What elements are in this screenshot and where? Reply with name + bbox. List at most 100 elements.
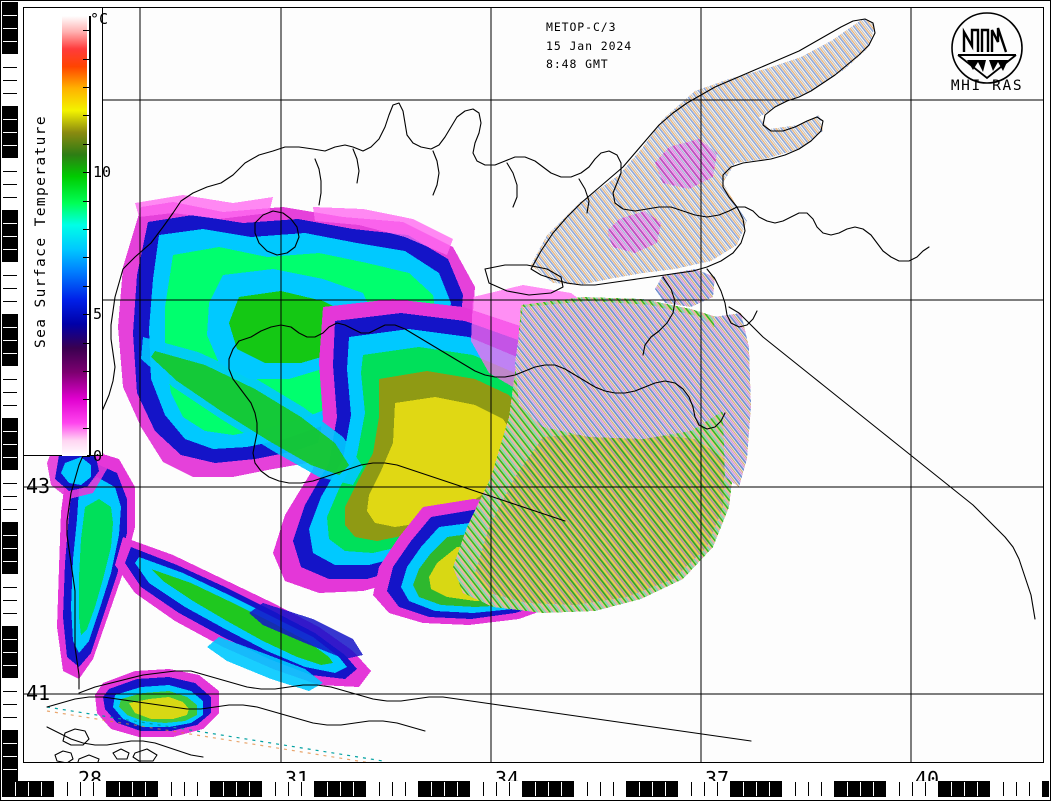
ruler-minor-tick [3,561,17,562]
colorbar-axis-line [89,16,91,456]
ruler-minor-tick [3,301,17,302]
colorbar-label-5: 5 [93,305,103,324]
ruler-minor-tick [587,782,588,796]
ruler-minor-tick [483,782,484,796]
ruler-minor-tick [3,340,17,341]
ruler-minor-tick [3,171,17,172]
ruler-minor-tick [3,509,17,510]
ruler-minor-tick [3,405,17,406]
ruler-minor-tick [15,782,16,796]
ruler-minor-tick [145,782,146,796]
ruler-minor-tick [808,782,809,796]
ruler-minor-tick [3,600,17,601]
ruler-minor-tick [444,782,445,796]
ruler-minor-tick [3,15,17,16]
ruler-minor-tick [327,782,328,796]
colorbar-gradient [62,16,87,456]
ruler-minor-tick [3,743,17,744]
lat-lon-grid [23,7,1044,763]
ruler-minor-tick [405,782,406,796]
ruler-minor-tick [561,782,562,796]
ruler-minor-tick [3,288,17,289]
ruler-minor-tick [1016,782,1017,796]
ruler-segment [1042,781,1049,797]
ruler-minor-tick [223,782,224,796]
ruler-minor-tick [665,782,666,796]
ruler-minor-tick [613,782,614,796]
ruler-minor-tick [3,223,17,224]
marmara-warm-patch [95,669,219,737]
ruler-minor-tick [3,756,17,757]
colorbar-tick-3 [83,370,90,372]
frame-top [0,0,1051,1]
ruler-minor-tick [899,782,900,796]
ruler-minor-tick [197,782,198,796]
colorbar-tick-8 [83,228,90,230]
ruler-minor-tick [3,613,17,614]
swath-dithered-eastern [453,297,751,613]
ruler-minor-tick [3,639,17,640]
ruler-minor-tick [3,483,17,484]
ruler-minor-tick [795,782,796,796]
ruler-minor-tick [769,782,770,796]
ruler-minor-tick [873,782,874,796]
ruler-minor-tick [3,457,17,458]
frame-left [0,0,1,801]
ruler-minor-tick [964,782,965,796]
ruler-minor-tick [847,782,848,796]
colorbar-tick-13 [83,87,90,88]
ruler-minor-tick [925,782,926,796]
mhi-ras-logo-icon [948,8,1026,94]
bottom-scale-ruler [2,781,1049,797]
ruler-minor-tick [1003,782,1004,796]
ruler-minor-tick [379,782,380,796]
coastline [46,18,1036,763]
ruler-minor-tick [3,80,17,81]
ruler-minor-tick [3,145,17,146]
map-border-bottom [23,762,1044,763]
lat-label-41: 41 [26,681,51,705]
ruler-minor-tick [756,782,757,796]
colorbar-label-0: 0 [93,447,103,465]
ruler-minor-tick [119,782,120,796]
colorbar-title-text: Sea Surface Temperature [33,115,49,348]
ruler-minor-tick [3,431,17,432]
ruler-minor-tick [3,41,17,42]
left-scale-ruler [2,2,18,799]
ruler-minor-tick [457,782,458,796]
ruler-minor-tick [392,782,393,796]
ruler-minor-tick [3,652,17,653]
ruler-minor-tick [548,782,549,796]
ruler-minor-tick [3,275,17,276]
colorbar-tick-11 [83,143,90,145]
ruler-minor-tick [3,769,17,770]
ruler-minor-tick [535,782,536,796]
ruler-minor-tick [704,782,705,796]
ruler-minor-tick [860,782,861,796]
ruler-minor-tick [171,782,172,796]
map-border-left [23,7,24,763]
lat-label-43: 43 [26,474,51,498]
colorbar-tick-0 [83,456,90,457]
ruler-minor-tick [3,665,17,666]
ruler-minor-tick [717,782,718,796]
ruler-minor-tick [340,782,341,796]
ruler-minor-tick [3,535,17,536]
map-canvas[interactable] [23,7,1044,763]
ruler-minor-tick [132,782,133,796]
ruler-minor-tick [3,444,17,445]
colorbar-title: Sea Surface Temperature [28,8,54,455]
colorbar-tick-10 [83,172,90,174]
ruler-minor-tick [3,392,17,393]
swath-boundary-line [46,706,384,763]
ruler-minor-tick [3,249,17,250]
ruler-minor-tick [639,782,640,796]
ruler-minor-tick [951,782,952,796]
ruler-minor-tick [3,496,17,497]
ruler-minor-tick [3,548,17,549]
ruler-minor-tick [821,782,822,796]
ruler-minor-tick [184,782,185,796]
ruler-minor-tick [600,782,601,796]
ruler-minor-tick [236,782,237,796]
